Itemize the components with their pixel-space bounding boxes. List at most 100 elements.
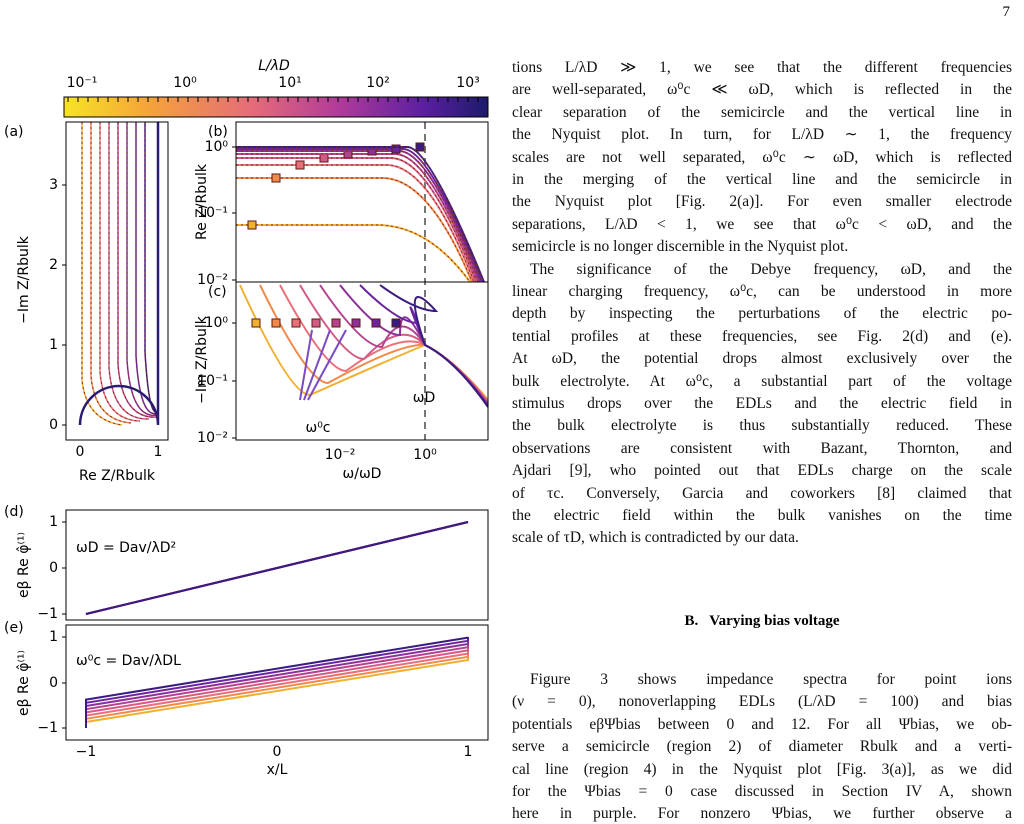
curve	[236, 148, 483, 283]
marker	[331, 318, 341, 328]
annotation: ω⁰c = Dav/λDL	[76, 653, 181, 669]
text-line: of τc. Conversely, Garcia and coworkers …	[512, 484, 1012, 502]
x-tick-label: 10⁻²	[325, 447, 356, 463]
curve	[236, 153, 479, 283]
text-line: the electric field within the bulk vanis…	[512, 507, 1012, 524]
curve	[236, 146, 485, 283]
text-line: the Nyquist plot [Fig. 2(a)]. For even s…	[512, 193, 1012, 211]
curve	[319, 284, 489, 405]
annotation: ω⁰c	[305, 420, 330, 436]
curve	[108, 122, 150, 420]
colorbar-label: L/λD	[258, 58, 290, 74]
marker	[319, 153, 329, 163]
annotation: ωD = Dav/λD²	[76, 540, 176, 556]
text-line: depth by inspecting the perturbations of…	[512, 305, 1012, 323]
text-line: potentials eβΨbias between 0 and 12. For…	[512, 715, 1012, 733]
text-line: stimulus drops over the EDLs and the ele…	[512, 395, 1012, 412]
curve	[126, 122, 159, 417]
y-tick-label: 10⁰	[205, 139, 229, 155]
section-heading: B. Varying bias voltage	[684, 613, 840, 629]
y-tick-label: 10⁻²	[197, 272, 228, 288]
x-axis-label: x/L	[267, 762, 288, 778]
marker	[371, 318, 381, 328]
y-tick-label: 2	[49, 257, 58, 273]
colorbar-tick: 10⁰	[173, 75, 197, 91]
text-line: scales are not well separated, ω⁰c ∼ ωD,…	[512, 148, 1012, 166]
y-tick-label: 1	[49, 514, 58, 530]
text-line: here in purple. For nonzero Ψbias, we fu…	[512, 805, 1012, 823]
marker	[247, 220, 257, 230]
y-axis-label: eβ Re φ̂⁽¹⁾	[16, 650, 32, 716]
panel-label: (b)	[208, 124, 228, 140]
curve	[85, 637, 469, 728]
text-line: tential profiles at these frequencies, s…	[512, 327, 1012, 345]
x-tick-label: 10⁰	[413, 447, 437, 463]
text-line: bulk electrolyte. At ω⁰c, a substantial …	[512, 372, 1012, 390]
x-tick-label: 1	[464, 744, 473, 760]
arrow	[299, 329, 347, 401]
y-tick-label: 1	[49, 337, 58, 353]
text-line: for the Ψbias = 0 case discussed in Sect…	[512, 783, 1012, 800]
marker	[351, 318, 361, 328]
text-line: Ajdari [9], who pointed out that EDLs ch…	[512, 462, 1012, 480]
panel-label: (c)	[208, 284, 227, 300]
x-tick-label: 0	[273, 744, 282, 760]
curve	[236, 224, 471, 283]
y-tick-label: 0	[49, 560, 58, 576]
marker	[271, 318, 281, 328]
text-line: (ν = 0), nonoverlapping EDLs (L/λD = 100…	[512, 693, 1012, 711]
curve	[85, 636, 469, 728]
y-tick-label: 0	[49, 675, 58, 691]
text-line: the bulk electrolyte is thus substantial…	[512, 417, 1012, 435]
text-line: separations, L/λD < 1, we see that ω⁰c <…	[512, 215, 1012, 233]
curve	[99, 122, 141, 422]
curve	[81, 122, 123, 426]
marker	[391, 318, 401, 328]
y-tick-label: 1	[49, 629, 58, 645]
page-number: 7	[1002, 4, 1011, 20]
text-line: linear charging frequency, ω⁰c, can be u…	[512, 283, 1012, 300]
y-tick-label: 0	[49, 417, 58, 433]
y-tick-label: 10⁻¹	[197, 373, 228, 389]
text-line: tions L/λD ≫ 1, we see that the differen…	[512, 59, 1012, 76]
curve	[81, 122, 123, 426]
curves	[78, 122, 489, 728]
x-tick-label: 1	[154, 444, 163, 460]
y-axis-label: −Im Z/Rbulk	[16, 235, 32, 324]
text-line: cal line (region 4) in the Nyquist plot …	[512, 760, 1012, 778]
y-tick-label: −1	[37, 720, 58, 736]
x-tick-label: −1	[76, 744, 97, 760]
curve	[236, 224, 471, 283]
y-axis-label: −Im Z/Rbulk	[194, 315, 210, 404]
text-line: observations are consistent with Bazant,…	[512, 439, 1012, 457]
text-line: are well-separated, ω⁰c ≪ ωD, which is r…	[512, 81, 1012, 99]
colorbar-tick: 10¹	[278, 75, 301, 91]
text-line: the Nyquist plot. In turn, for L/λD ∼ 1,…	[512, 126, 1012, 144]
curve	[236, 177, 473, 283]
curve	[117, 122, 159, 418]
text-line: Figure 3 shows impedance spectra for poi…	[530, 671, 1012, 688]
x-axis-label: ω/ωD	[343, 466, 382, 482]
colorbar-tick: 10³	[456, 75, 479, 91]
curve	[236, 150, 481, 283]
curve	[90, 122, 132, 424]
curve	[236, 164, 475, 283]
y-axis-label: Re Z/Rbulk	[194, 163, 210, 240]
curve	[236, 153, 479, 283]
colorbar-tick: 10⁻¹	[67, 75, 98, 91]
axes	[65, 121, 489, 741]
y-tick-label: 10⁻²	[197, 430, 228, 446]
marker	[295, 160, 305, 170]
text-line: At ωD, the potential drops almost exclus…	[512, 350, 1012, 368]
curve	[144, 122, 159, 413]
text-line: serve a semicircle (region 2) of diamete…	[512, 738, 1012, 756]
y-tick-label: 3	[49, 177, 58, 193]
curve	[135, 122, 159, 415]
marker	[391, 144, 401, 154]
text-line: in the merging of the vertical line and …	[512, 171, 1012, 188]
curve	[379, 284, 489, 408]
curve	[78, 122, 160, 426]
curve	[90, 122, 132, 424]
panel-label: (a)	[4, 124, 24, 140]
